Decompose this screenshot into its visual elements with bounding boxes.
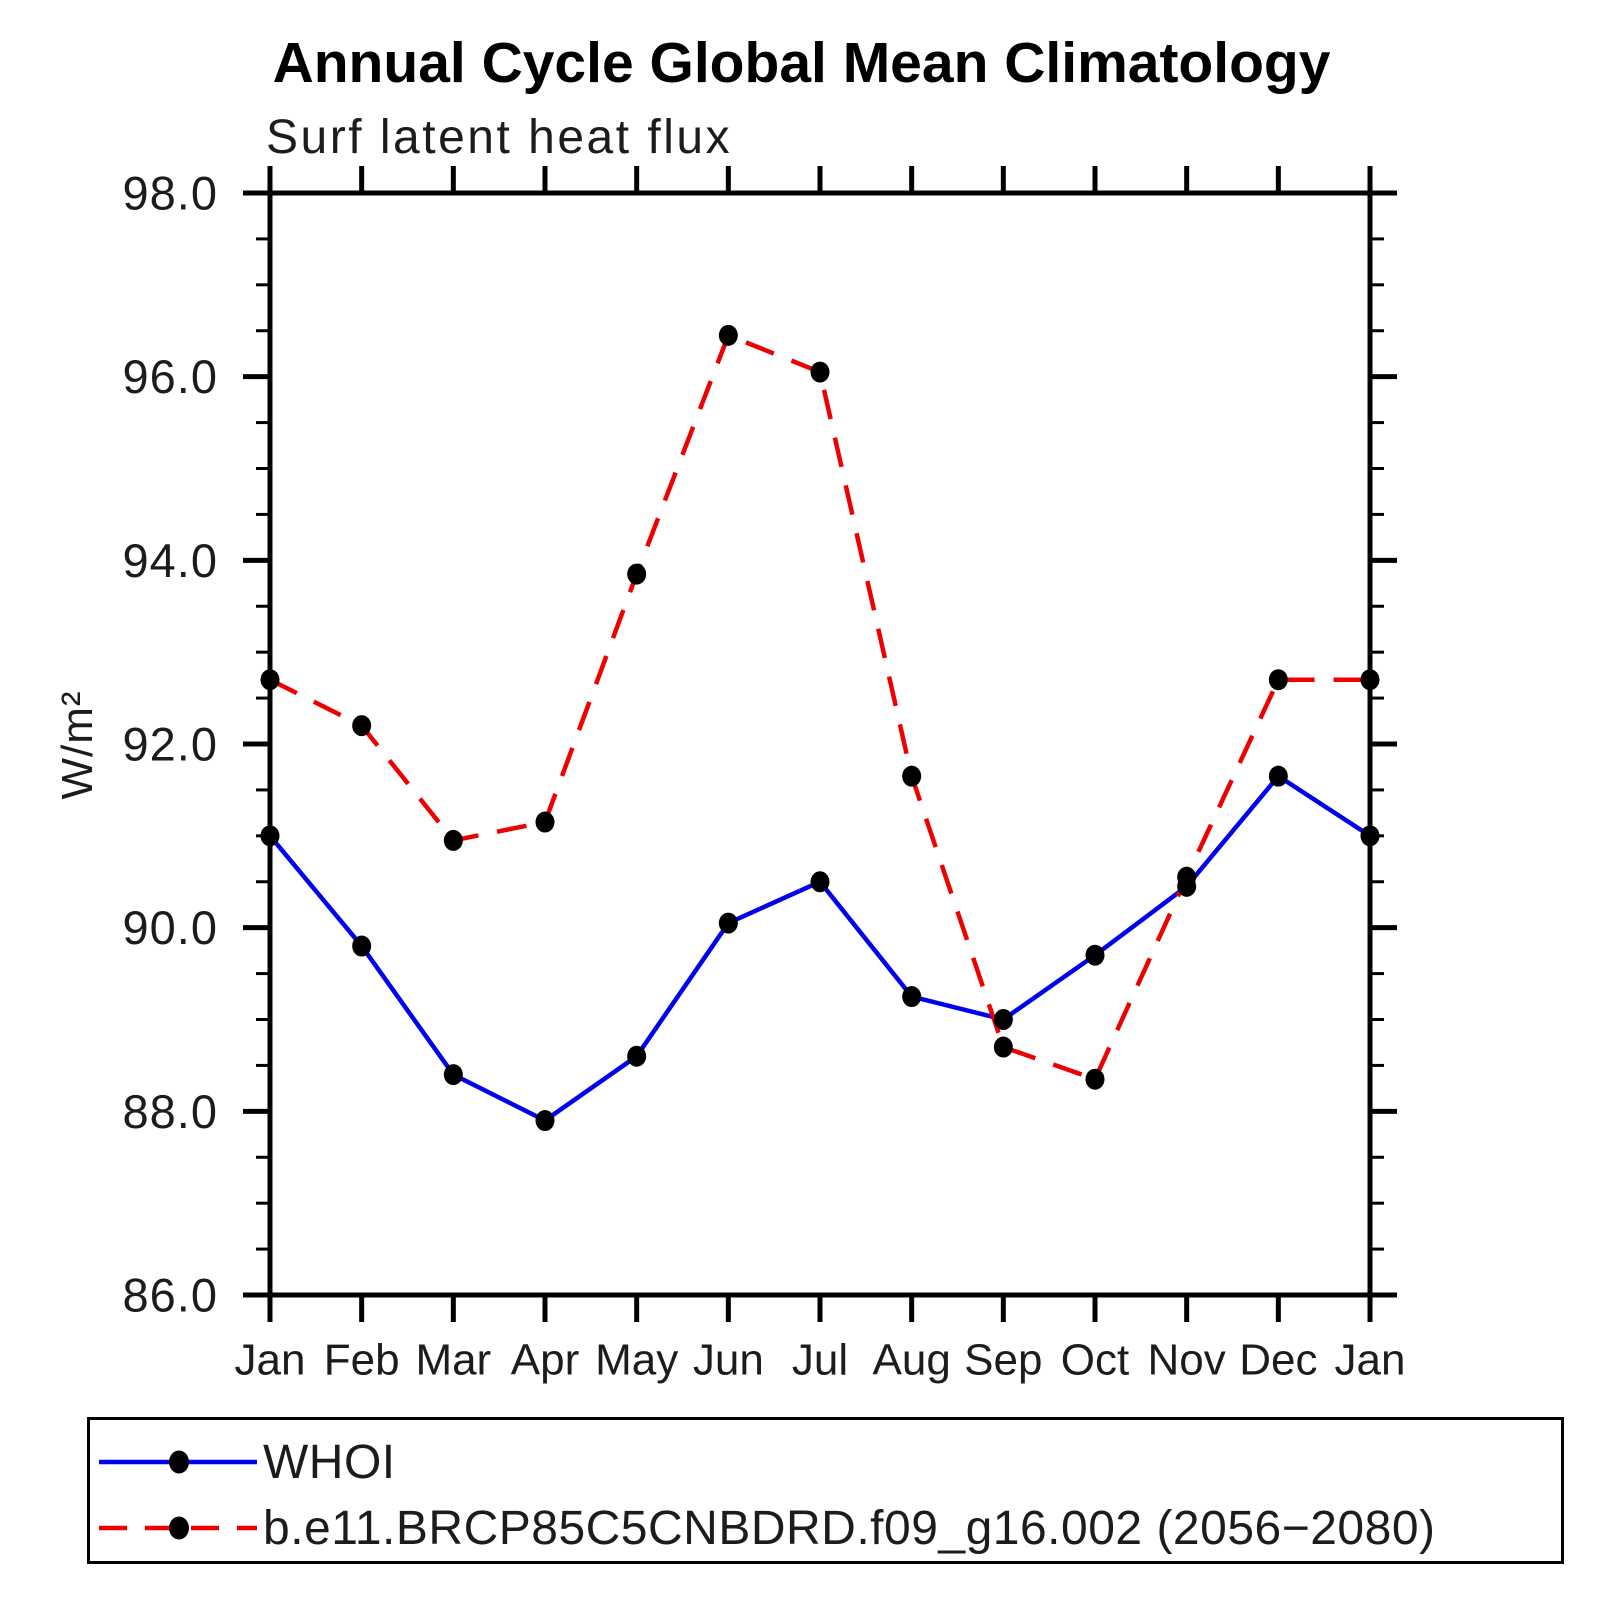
series-line-model (268, 332, 1370, 1082)
data-point-marker-whoi (718, 912, 738, 934)
legend-row-model: b.e11.BRCP85C5CNBDRD.f09_g16.002 (2056−2… (95, 1502, 1436, 1555)
data-point-marker-whoi (1360, 825, 1380, 847)
x-month-label: Feb (324, 1336, 400, 1385)
y-tick-label: 90.0 (123, 901, 218, 954)
legend-row-whoi: WHOI (95, 1436, 396, 1489)
data-point-marker-model (443, 829, 463, 851)
x-month-label: Jul (792, 1336, 848, 1385)
x-month-label: Mar (415, 1336, 491, 1385)
data-point-marker-model (902, 765, 922, 787)
x-month-label: Dec (1239, 1336, 1317, 1385)
y-tick-label: 94.0 (123, 534, 218, 587)
data-point-marker-model (993, 1036, 1013, 1058)
legend-label-whoi: WHOI (263, 1435, 396, 1489)
y-tick-label: 92.0 (123, 718, 218, 771)
y-tick-label: 88.0 (123, 1085, 218, 1138)
data-point-marker-model (718, 324, 738, 346)
legend-sample-whoi (99, 1450, 257, 1474)
data-point-marker-whoi (993, 1009, 1013, 1030)
data-point-marker-model (352, 715, 372, 737)
data-point-marker-whoi (352, 935, 372, 957)
data-point-marker-model (627, 563, 647, 585)
x-month-label: Jan (1335, 1336, 1406, 1385)
x-month-label: Jan (235, 1336, 306, 1385)
series-line-whoi (268, 773, 1372, 1124)
data-point-marker-model (1268, 669, 1288, 691)
data-point-marker-whoi (1085, 944, 1105, 966)
x-month-label: Sep (964, 1336, 1042, 1385)
x-month-label: Jun (693, 1336, 764, 1385)
legend-label-model: b.e11.BRCP85C5CNBDRD.f09_g16.002 (2056−2… (263, 1501, 1436, 1555)
data-point-marker-whoi (260, 825, 280, 847)
data-point-marker-whoi (443, 1064, 463, 1086)
legend-marker-dot (169, 1516, 189, 1540)
x-month-label: Aug (873, 1336, 951, 1385)
x-month-label: Nov (1148, 1336, 1226, 1385)
chart-subtitle: Surf latent heat flux (266, 111, 733, 164)
data-point-marker-model (1177, 866, 1197, 888)
legend-marker-dot (169, 1450, 189, 1474)
data-point-marker-model (1085, 1068, 1105, 1090)
chart-title: Annual Cycle Global Mean Climatology (272, 31, 1331, 95)
data-point-marker-whoi (535, 1110, 555, 1132)
data-point-marker-whoi (627, 1045, 647, 1067)
y-tick-label: 96.0 (123, 350, 218, 403)
legend-sample-model (99, 1516, 257, 1540)
data-point-marker-whoi (810, 871, 830, 893)
legend-box: WHOI b.e11.BRCP85C5CNBDRD.f09_g16.002 (2… (87, 1417, 1564, 1564)
x-month-label: Oct (1061, 1336, 1129, 1385)
data-point-marker-whoi (902, 986, 922, 1008)
data-point-marker-model (535, 811, 555, 833)
data-point-marker-model (260, 669, 280, 691)
y-tick-label: 86.0 (123, 1269, 218, 1322)
x-month-label: May (595, 1336, 678, 1385)
data-point-marker-whoi (1268, 765, 1288, 787)
y-tick-label: 98.0 (123, 167, 218, 220)
x-month-label: Apr (511, 1336, 579, 1385)
data-point-marker-model (1360, 669, 1380, 691)
data-point-marker-model (810, 361, 830, 383)
